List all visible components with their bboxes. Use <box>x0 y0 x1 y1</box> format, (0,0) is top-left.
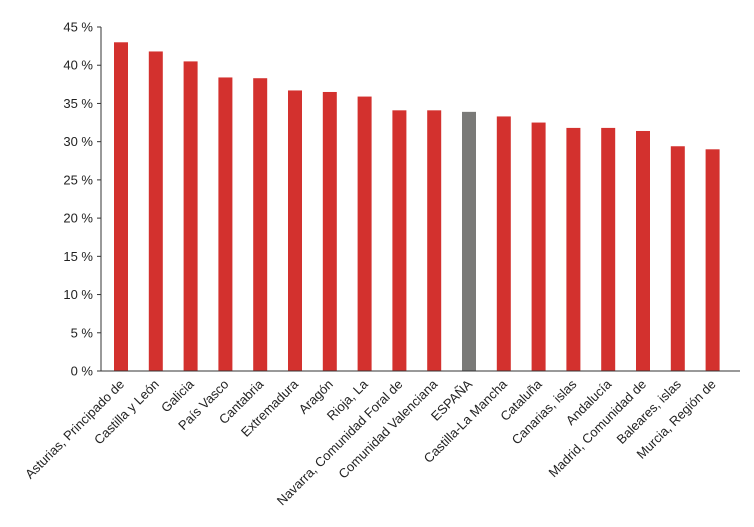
y-tick-label: 35 % <box>63 96 93 111</box>
bar <box>705 149 720 371</box>
bar <box>566 127 581 371</box>
bar <box>253 78 268 372</box>
bar <box>601 127 616 371</box>
bar <box>531 122 546 371</box>
y-tick-label: 5 % <box>71 325 94 340</box>
y-tick-label: 30 % <box>63 134 93 149</box>
y-tick-label: 25 % <box>63 172 93 187</box>
bar <box>183 61 198 372</box>
bar <box>427 110 442 371</box>
y-tick-label: 10 % <box>63 287 93 302</box>
bar <box>636 130 650 371</box>
y-tick-label: 45 % <box>63 20 93 35</box>
bar <box>392 110 407 371</box>
bar <box>670 146 685 371</box>
y-tick-label: 40 % <box>63 58 93 73</box>
bar <box>357 96 372 371</box>
y-axis: 0 % 5 % 10 % 15 % 20 % 25 % 30 % 35 % 40 % 45 % <box>63 20 101 379</box>
bar <box>288 90 302 372</box>
y-tick-label: 0 % <box>71 364 94 379</box>
bar <box>322 91 337 371</box>
y-tick-label: 20 % <box>63 211 93 226</box>
y-tick-label: 15 % <box>63 249 93 264</box>
bar <box>148 51 163 372</box>
bar <box>114 42 128 372</box>
bars-group <box>114 42 720 372</box>
bar <box>496 116 511 371</box>
bar <box>218 77 233 371</box>
bar <box>462 111 476 371</box>
